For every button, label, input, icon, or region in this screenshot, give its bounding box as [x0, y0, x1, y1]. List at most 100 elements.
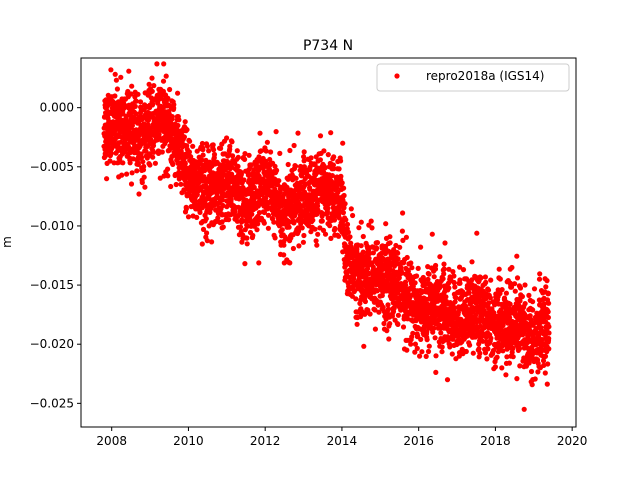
- data-point: [408, 341, 414, 347]
- data-point: [211, 151, 218, 158]
- data-point: [503, 327, 509, 333]
- data-point: [321, 148, 327, 154]
- data-point: [244, 235, 250, 241]
- data-point: [526, 292, 532, 298]
- data-point: [329, 173, 335, 179]
- data-point: [537, 271, 543, 277]
- data-point: [328, 130, 334, 136]
- data-point: [545, 309, 551, 315]
- data-point: [426, 271, 432, 277]
- data-point: [424, 329, 430, 335]
- data-point: [204, 143, 210, 149]
- data-point: [496, 266, 502, 272]
- data-point: [421, 277, 427, 283]
- data-point: [267, 156, 273, 163]
- data-point: [204, 238, 210, 244]
- data-point: [322, 165, 328, 171]
- y-tick-label: −0.025: [30, 396, 74, 410]
- data-point: [470, 350, 476, 356]
- data-point: [133, 111, 139, 117]
- data-point: [232, 208, 238, 214]
- y-tick-label: −0.005: [30, 160, 74, 174]
- data-point: [190, 143, 196, 149]
- data-point: [429, 231, 435, 237]
- data-point: [400, 210, 406, 216]
- data-point: [509, 349, 515, 355]
- data-point: [342, 201, 348, 207]
- data-point: [446, 266, 452, 272]
- data-point: [183, 206, 189, 212]
- data-point: [425, 276, 431, 282]
- data-point: [522, 282, 528, 288]
- data-point: [325, 152, 331, 158]
- data-point: [187, 138, 193, 144]
- data-point: [291, 220, 297, 226]
- data-point: [331, 154, 337, 160]
- data-point: [272, 235, 278, 241]
- data-point: [310, 217, 316, 223]
- chart-title: P734 N: [303, 38, 353, 54]
- data-point: [400, 237, 406, 243]
- data-point: [348, 244, 354, 250]
- data-point: [224, 135, 230, 141]
- data-point: [397, 244, 403, 250]
- data-point: [395, 256, 401, 262]
- data-point: [137, 99, 144, 105]
- data-point: [251, 184, 257, 190]
- data-point: [188, 154, 194, 160]
- data-point: [140, 159, 146, 165]
- data-point: [351, 276, 357, 282]
- data-point: [220, 224, 226, 230]
- data-point: [497, 290, 503, 297]
- data-point: [504, 354, 510, 360]
- data-point: [353, 296, 359, 302]
- data-point: [129, 83, 135, 89]
- data-point: [108, 67, 114, 73]
- data-point: [471, 327, 477, 333]
- data-point: [182, 119, 188, 125]
- data-point: [385, 302, 391, 308]
- data-point: [530, 351, 536, 357]
- data-point: [210, 142, 216, 148]
- data-point: [452, 299, 458, 305]
- data-point: [175, 90, 181, 96]
- data-point: [399, 228, 405, 234]
- x-tick-label: 2018: [480, 434, 511, 448]
- data-point: [129, 170, 135, 176]
- data-point: [358, 219, 364, 225]
- data-point: [467, 342, 473, 348]
- legend-marker: [394, 73, 400, 79]
- data-point: [163, 73, 169, 79]
- data-point: [433, 262, 439, 269]
- y-axis-title: m: [0, 236, 14, 248]
- data-point: [361, 343, 367, 349]
- data-point: [113, 77, 119, 83]
- data-point: [176, 117, 182, 123]
- data-point: [362, 298, 368, 305]
- data-point: [530, 299, 536, 305]
- data-point: [341, 192, 347, 199]
- data-point: [136, 132, 142, 139]
- data-point: [476, 346, 482, 352]
- data-point: [322, 231, 329, 237]
- data-point: [451, 279, 457, 286]
- data-point: [517, 363, 523, 369]
- data-point: [217, 162, 223, 168]
- data-point: [146, 81, 152, 87]
- data-point: [248, 162, 254, 168]
- data-point: [469, 277, 475, 283]
- data-point: [368, 218, 374, 224]
- data-point: [417, 353, 423, 359]
- data-point: [543, 284, 549, 290]
- data-point: [142, 184, 148, 190]
- data-point: [338, 173, 344, 179]
- data-point: [173, 181, 179, 188]
- data-point: [546, 335, 552, 342]
- data-point: [242, 151, 248, 157]
- data-point: [185, 214, 192, 220]
- data-point: [129, 122, 135, 129]
- data-point: [206, 148, 212, 154]
- data-point: [194, 214, 200, 220]
- data-point: [234, 218, 240, 224]
